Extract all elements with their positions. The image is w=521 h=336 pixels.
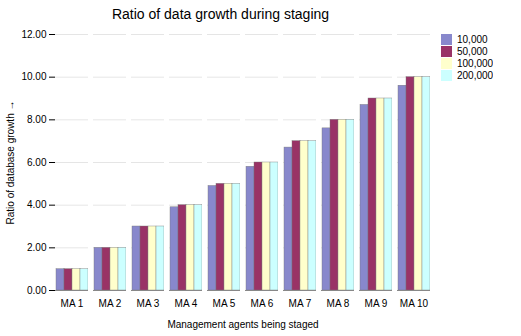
svg-text:MA 3: MA 3 bbox=[137, 298, 160, 309]
svg-text:MA 5: MA 5 bbox=[213, 298, 236, 309]
svg-text:Management agents being staged: Management agents being staged bbox=[167, 319, 318, 330]
svg-text:0.00: 0.00 bbox=[27, 285, 47, 296]
svg-text:MA 7: MA 7 bbox=[289, 298, 312, 309]
html-text:100,000: 100,000 bbox=[457, 58, 494, 69]
svg-text:2.00: 2.00 bbox=[27, 242, 47, 253]
svg-text:MA 2: MA 2 bbox=[99, 298, 122, 309]
svg-text:Ratio of database growth →: Ratio of database growth → bbox=[5, 101, 16, 225]
html-text:Ratio of data growth during st: Ratio of data growth during staging bbox=[111, 6, 330, 22]
svg-text:10.00: 10.00 bbox=[21, 71, 46, 82]
html-text:10,000: 10,000 bbox=[457, 34, 488, 45]
svg-text:MA 6: MA 6 bbox=[251, 298, 274, 309]
svg-text:MA 8: MA 8 bbox=[327, 298, 350, 309]
svg-text:6.00: 6.00 bbox=[27, 157, 47, 168]
svg-text:MA 1: MA 1 bbox=[61, 298, 84, 309]
svg-text:12.00: 12.00 bbox=[21, 29, 46, 40]
html-text:200,000: 200,000 bbox=[457, 70, 494, 81]
svg-text:MA 9: MA 9 bbox=[365, 298, 388, 309]
svg-text:8.00: 8.00 bbox=[27, 114, 47, 125]
svg-text:MA 10: MA 10 bbox=[400, 298, 429, 309]
svg-text:4.00: 4.00 bbox=[27, 199, 47, 210]
svg-text:MA 4: MA 4 bbox=[175, 298, 198, 309]
html-text:50,000: 50,000 bbox=[457, 46, 488, 57]
